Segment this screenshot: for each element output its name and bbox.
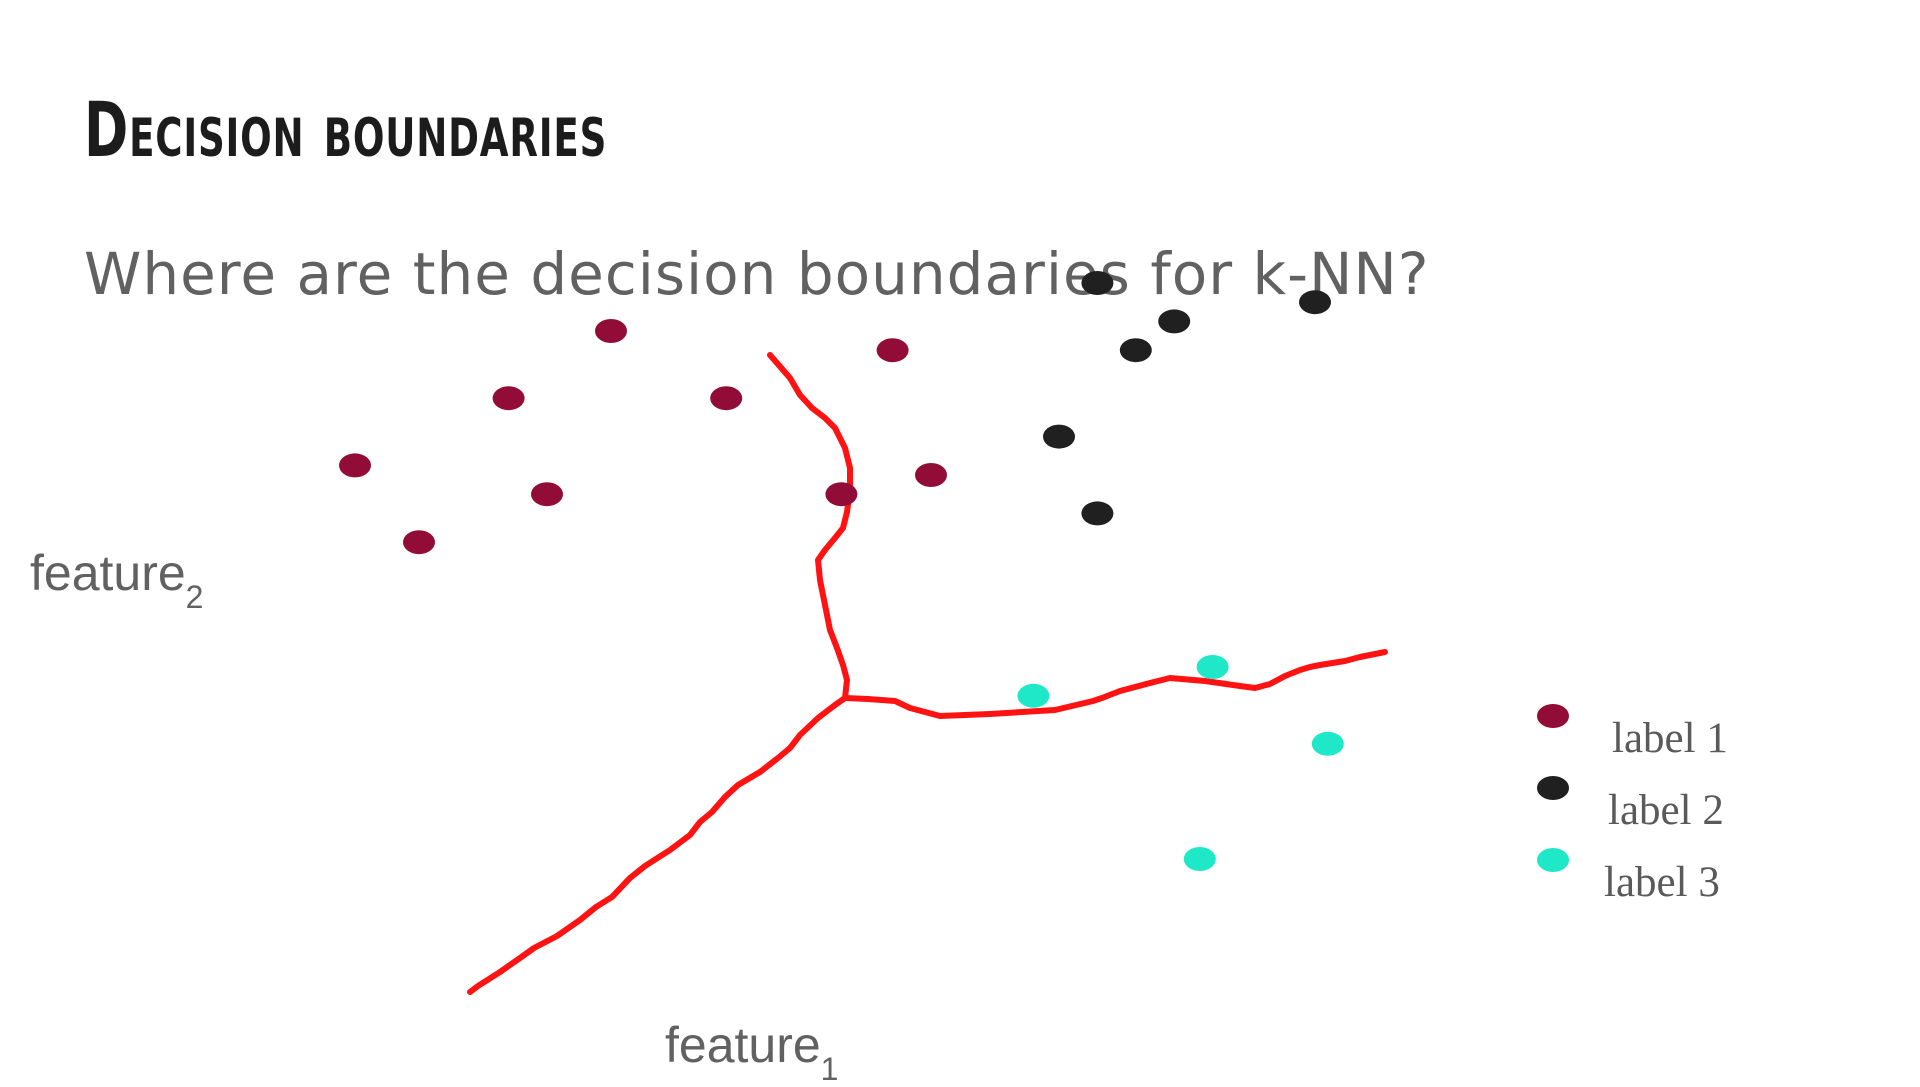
slide-title: Decision boundaries	[84, 85, 608, 174]
point-label-1-4	[710, 386, 743, 411]
x-axis-label: feature1	[665, 1020, 838, 1085]
point-label-1-8	[339, 453, 371, 478]
boundary-right	[842, 649, 1388, 719]
y-axis-label: feature2	[30, 548, 203, 613]
legend-marker-3	[1537, 848, 1569, 872]
point-label-3-4	[1183, 847, 1216, 871]
x-axis-label-text: feature	[665, 1017, 821, 1073]
y-axis-label-text: feature	[30, 545, 186, 601]
point-label-2-6	[1119, 338, 1152, 363]
point-label-2-2	[1299, 290, 1331, 315]
data-points	[339, 271, 1344, 871]
point-label-3-1	[1196, 655, 1229, 679]
legend-label-1: label 1	[1612, 715, 1728, 762]
point-label-1-9	[403, 530, 435, 555]
point-label-1-3	[492, 386, 525, 411]
point-label-2-5	[1081, 501, 1114, 526]
point-label-2-4	[1043, 424, 1075, 449]
legend-label-3: label 3	[1604, 859, 1720, 906]
y-axis-label-sub: 2	[185, 579, 204, 615]
legend-label-2: label 2	[1608, 787, 1724, 834]
point-label-1-1	[595, 319, 627, 343]
point-label-1-2	[876, 338, 909, 363]
point-label-1-5	[531, 482, 563, 507]
legend	[1537, 704, 1569, 872]
x-axis-label-sub: 1	[820, 1051, 839, 1087]
boundary-upper	[767, 352, 853, 701]
point-label-3-3	[1311, 731, 1344, 756]
point-label-3-2	[1017, 683, 1050, 708]
point-label-2-3	[1158, 309, 1191, 334]
point-label-1-6	[825, 482, 858, 507]
legend-marker-2	[1537, 776, 1569, 800]
point-label-2-1	[1081, 271, 1114, 295]
boundary-lower	[467, 695, 848, 995]
point-label-1-7	[915, 463, 947, 487]
slide-subtitle: Where are the decision boundaries for k-…	[84, 240, 1430, 308]
legend-marker-1	[1537, 704, 1569, 728]
decision-boundaries	[467, 352, 1388, 995]
